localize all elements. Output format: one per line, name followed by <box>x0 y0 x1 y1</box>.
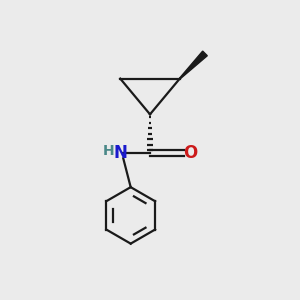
Text: N: N <box>114 144 128 162</box>
Text: O: O <box>184 144 198 162</box>
Text: H: H <box>103 144 115 158</box>
Polygon shape <box>179 51 207 79</box>
